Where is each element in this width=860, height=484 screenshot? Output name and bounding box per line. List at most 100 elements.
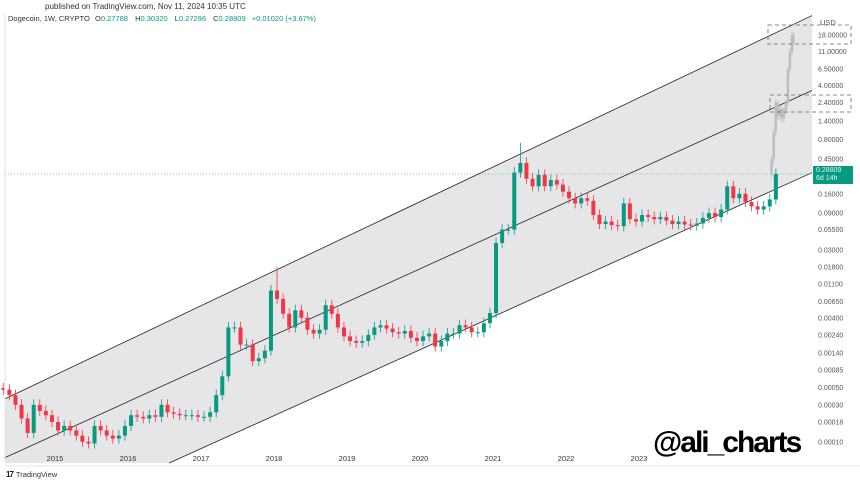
symbol-legend: Dogecoin, 1W, CRYPTO O0.27788 H0.30320 L… — [8, 14, 320, 23]
candle — [275, 267, 280, 305]
watermark: @ali_charts — [653, 426, 802, 459]
candle-body — [445, 333, 450, 342]
candle-body — [506, 229, 511, 231]
candle-body — [646, 215, 651, 218]
candle — [500, 224, 505, 249]
candle — [98, 420, 103, 436]
candle-body — [62, 425, 67, 431]
x-tick-label: 2018 — [266, 454, 283, 463]
candle-body — [384, 325, 389, 329]
candle-body — [68, 425, 73, 431]
candle — [329, 299, 334, 319]
candle-body — [439, 341, 444, 347]
candle — [25, 412, 30, 439]
candle-body — [408, 330, 413, 338]
candle-body — [13, 395, 18, 405]
candle — [311, 324, 316, 339]
candle — [13, 389, 18, 410]
candle — [141, 411, 146, 424]
footer-brand[interactable]: TradingView — [15, 470, 58, 479]
candle — [390, 323, 395, 338]
candle — [354, 335, 359, 348]
candle-body — [74, 430, 79, 436]
candle-body — [670, 220, 675, 225]
projection-bar — [776, 99, 779, 120]
projection-body — [778, 108, 781, 117]
y-tick-label: 11.00000 — [818, 49, 847, 56]
candle-body — [195, 415, 200, 417]
candle-body — [500, 229, 505, 243]
candle — [49, 409, 54, 428]
candle — [457, 319, 462, 339]
published-caption: published on TradingView.com, Nov 11, 20… — [45, 2, 246, 11]
candle — [743, 188, 748, 208]
candle-body — [451, 333, 456, 335]
y-tick-label: 0.45000 — [818, 156, 843, 163]
candle — [31, 399, 36, 439]
candle — [755, 200, 760, 215]
candle — [773, 168, 778, 205]
candle-body — [335, 313, 340, 328]
tradingview-logo-icon[interactable]: 17 — [6, 470, 14, 479]
candle-body — [256, 358, 261, 362]
candle — [445, 327, 450, 347]
candle-body — [366, 334, 371, 342]
plot-area — [1, 15, 813, 464]
candle-body — [475, 332, 480, 334]
candle — [591, 195, 596, 221]
candle — [506, 224, 511, 235]
candle-body — [311, 329, 316, 334]
candle-body — [323, 305, 328, 330]
candle — [396, 326, 401, 339]
candle-body — [755, 206, 760, 210]
candle-body — [396, 332, 401, 334]
candle-body — [652, 217, 657, 220]
candle-body — [421, 336, 426, 342]
candle-body — [524, 162, 529, 179]
candle-body — [512, 172, 517, 230]
candle-body — [232, 327, 237, 329]
candle-body — [457, 325, 462, 334]
candle-body — [469, 327, 474, 333]
y-tick-label: 1.40000 — [818, 118, 843, 125]
candle — [682, 215, 687, 230]
candle-body — [122, 425, 127, 436]
candle-body — [250, 344, 255, 362]
candle-body — [348, 336, 353, 342]
candle-body — [658, 217, 663, 220]
candle — [165, 399, 170, 418]
candle-body — [189, 415, 194, 417]
candle-body — [135, 415, 140, 417]
channel-line-upper — [4, 15, 813, 400]
candle — [579, 192, 584, 209]
candle-body — [560, 184, 565, 192]
candle — [62, 420, 67, 436]
candle — [287, 308, 292, 333]
candle-body — [621, 203, 626, 227]
candle — [688, 218, 693, 231]
candle-body — [25, 418, 30, 433]
candle-body — [98, 425, 103, 431]
candle-body — [214, 395, 219, 413]
candle — [122, 420, 127, 441]
y-tick-label: 0.00018 — [818, 420, 843, 427]
candle — [439, 335, 444, 352]
y-tick-label: 0.00030 — [818, 402, 843, 409]
candle-body — [43, 410, 48, 416]
candle-body — [402, 330, 407, 334]
candle — [542, 169, 547, 192]
projection-bar — [780, 105, 783, 123]
symbol-name[interactable]: Dogecoin, 1W, CRYPTO — [8, 14, 90, 23]
y-tick-label: 0.00650 — [818, 299, 843, 306]
candle-body — [731, 186, 736, 199]
candle-body — [591, 200, 596, 216]
candle-body — [104, 430, 109, 436]
candle — [37, 399, 42, 417]
candle-body — [390, 328, 395, 333]
projection-bar — [788, 48, 792, 73]
y-tick-label: 0.09000 — [818, 211, 843, 218]
candle — [427, 327, 432, 342]
candle-body — [341, 327, 346, 337]
candle — [615, 219, 620, 232]
